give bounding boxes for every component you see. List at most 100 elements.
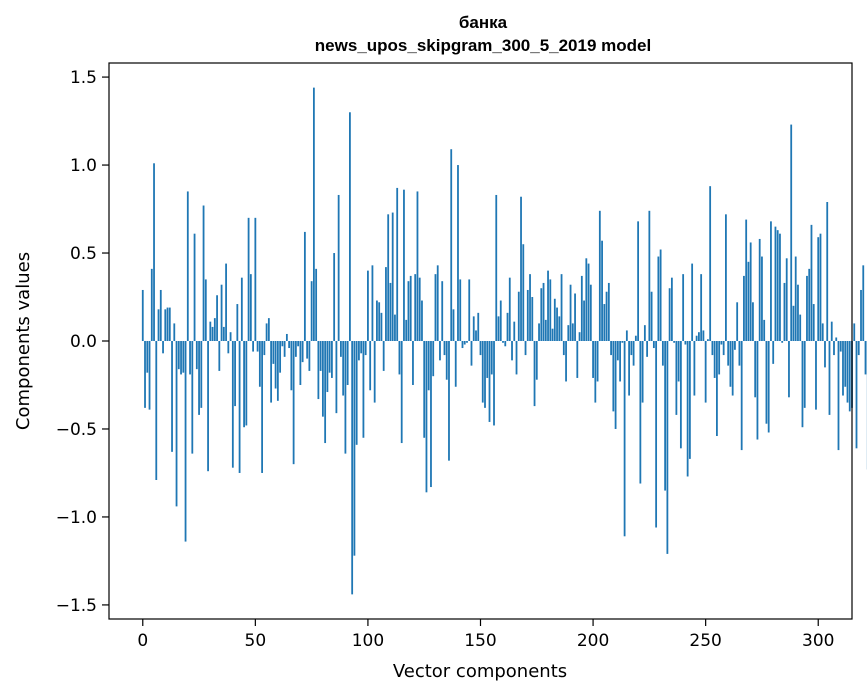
- bar: [619, 341, 621, 382]
- bar: [679, 341, 682, 449]
- bar: [306, 341, 309, 359]
- bar: [141, 289, 144, 341]
- bar: [725, 214, 727, 341]
- bar: [693, 341, 696, 396]
- bar: [601, 240, 603, 341]
- bar: [463, 341, 466, 345]
- bar: [497, 316, 500, 341]
- bar: [265, 323, 268, 341]
- bar: [808, 268, 811, 341]
- bar: [362, 341, 365, 438]
- bar: [803, 341, 806, 408]
- bar: [781, 341, 784, 343]
- bar: [616, 341, 619, 361]
- bar: [625, 330, 628, 341]
- y-axis: −1.5 −1.0 −0.5 0.0 0.5 1.0 1.5: [56, 68, 109, 616]
- bar: [252, 341, 254, 352]
- bar: [817, 237, 820, 341]
- bar: [481, 341, 484, 403]
- bar: [531, 297, 534, 341]
- bar: [661, 341, 664, 366]
- bar: [335, 341, 338, 414]
- bar: [144, 341, 146, 408]
- bar: [576, 341, 579, 378]
- x-tick-label: 100: [352, 631, 384, 651]
- bar: [738, 341, 741, 366]
- bar: [801, 341, 804, 428]
- bar: [195, 341, 198, 370]
- bar: [585, 258, 588, 341]
- bar: [207, 341, 209, 472]
- bar: [342, 341, 345, 396]
- bar: [421, 300, 423, 341]
- bar: [157, 309, 160, 341]
- bar: [650, 291, 653, 341]
- bar: [355, 341, 358, 445]
- bar: [691, 263, 694, 341]
- bar: [605, 291, 608, 341]
- bar: [484, 341, 486, 408]
- bar: [488, 341, 491, 422]
- bar: [682, 274, 685, 341]
- bar: [756, 341, 759, 440]
- bar: [677, 341, 680, 382]
- bar: [776, 230, 779, 341]
- bar: [688, 341, 691, 459]
- bar: [702, 330, 705, 341]
- bar: [209, 321, 212, 341]
- bar: [716, 341, 718, 437]
- bar: [797, 284, 799, 341]
- bar: [202, 205, 205, 341]
- bar: [182, 341, 185, 373]
- bar: [720, 341, 723, 345]
- bar: [652, 341, 655, 349]
- bar: [164, 309, 167, 341]
- bar: [565, 341, 567, 382]
- bar: [326, 341, 329, 393]
- y-tick-label: 0.0: [70, 332, 97, 352]
- bar: [752, 302, 754, 341]
- bar: [675, 341, 678, 415]
- bar: [592, 341, 594, 378]
- bar: [522, 244, 525, 341]
- bar: [722, 341, 725, 356]
- bar: [477, 312, 480, 341]
- x-tick-label: 250: [689, 631, 721, 651]
- bar: [772, 341, 775, 364]
- x-tick-label: 200: [577, 631, 609, 651]
- bar: [376, 300, 378, 341]
- bar: [220, 284, 223, 341]
- bar: [704, 341, 707, 403]
- bar: [294, 341, 297, 357]
- bar: [670, 277, 673, 341]
- bar: [846, 341, 849, 403]
- y-tick-label: 1.5: [70, 68, 97, 88]
- bar: [168, 307, 171, 341]
- bar: [833, 341, 835, 356]
- bar: [317, 341, 320, 400]
- bar: [353, 341, 356, 556]
- bar: [380, 312, 383, 341]
- bar: [382, 341, 385, 371]
- bar: [634, 335, 637, 341]
- bar: [240, 277, 243, 341]
- bar: [310, 281, 313, 341]
- bar: [321, 341, 324, 417]
- bar: [574, 293, 576, 341]
- bar: [193, 233, 196, 341]
- bar: [655, 341, 658, 528]
- bar: [371, 265, 374, 341]
- bar: [707, 339, 709, 341]
- bar: [740, 341, 743, 451]
- bar: [815, 341, 817, 410]
- bar: [794, 256, 797, 341]
- bar: [607, 282, 610, 341]
- bar: [283, 341, 286, 357]
- bar: [504, 341, 507, 347]
- bar: [159, 289, 162, 341]
- bar: [222, 326, 225, 341]
- bar: [148, 341, 151, 410]
- bar: [700, 274, 703, 341]
- bar: [272, 341, 275, 364]
- bar: [718, 341, 721, 375]
